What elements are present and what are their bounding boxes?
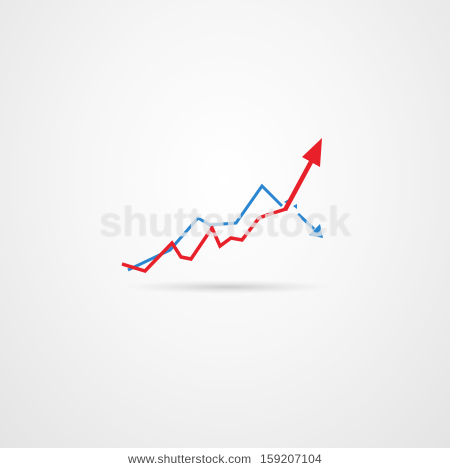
red-arrow-head bbox=[302, 138, 322, 167]
watermark-text: shutterstock bbox=[98, 198, 352, 245]
blue-trend-line bbox=[127, 183, 284, 272]
blue-arrow-head bbox=[309, 224, 323, 238]
blue-arrow-shaft bbox=[296, 212, 316, 231]
footer-site-link[interactable]: www.shutterstock.com bbox=[128, 452, 252, 466]
red-trend-line bbox=[121, 207, 287, 273]
red-arrow-shaft bbox=[283, 158, 314, 212]
image-canvas: shutterstock bbox=[0, 0, 450, 448]
footer-image-number: 159207104 bbox=[260, 452, 322, 466]
growth-chart-graphic bbox=[121, 138, 334, 294]
blue-fragment bbox=[293, 204, 297, 209]
floor-shadow bbox=[122, 280, 334, 294]
footer-bar: www.shutterstock.com 159207104 bbox=[0, 448, 450, 470]
